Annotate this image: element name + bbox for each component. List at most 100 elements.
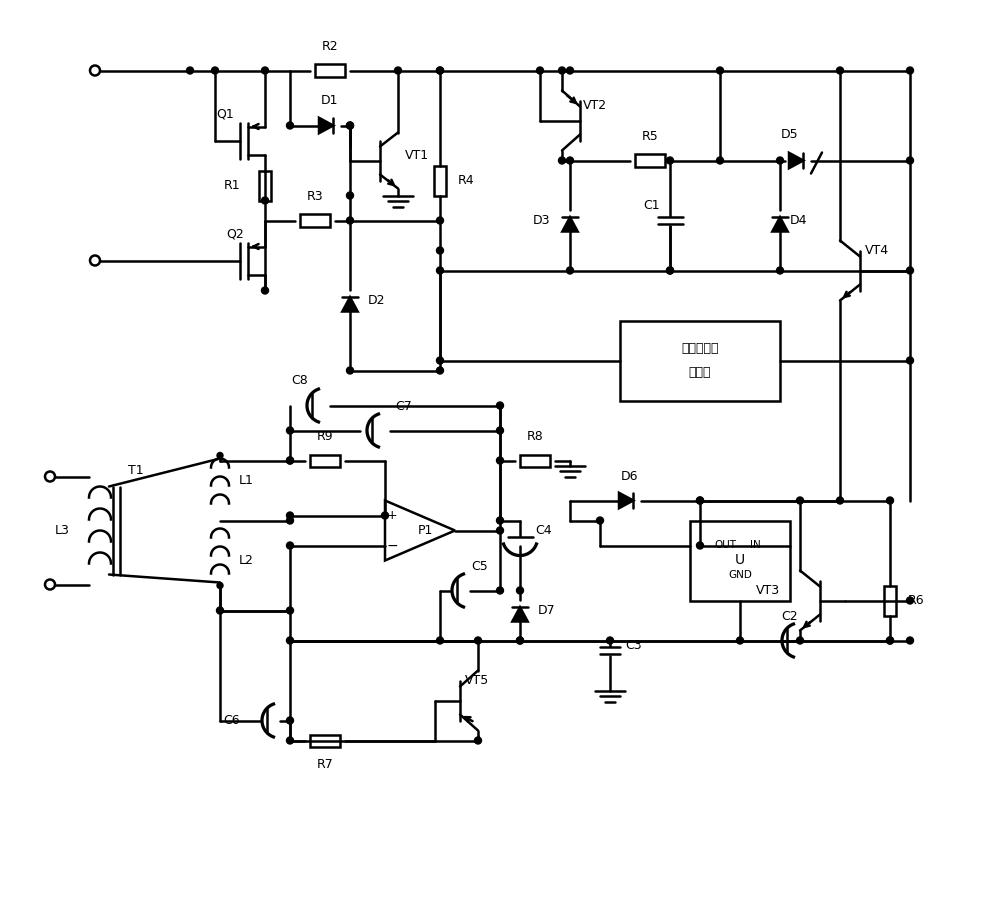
Text: +: + — [387, 509, 397, 522]
Circle shape — [906, 597, 914, 604]
Text: IN: IN — [750, 541, 760, 551]
Text: R3: R3 — [307, 189, 323, 203]
Polygon shape — [619, 493, 633, 508]
Circle shape — [394, 67, 402, 74]
Circle shape — [287, 512, 294, 519]
Circle shape — [696, 497, 704, 504]
Text: R1: R1 — [223, 179, 240, 192]
Circle shape — [496, 517, 504, 524]
Circle shape — [186, 67, 194, 74]
Circle shape — [475, 637, 482, 644]
Circle shape — [716, 157, 724, 164]
Circle shape — [287, 457, 294, 464]
Circle shape — [887, 637, 894, 644]
Circle shape — [496, 457, 504, 464]
Circle shape — [287, 427, 294, 434]
Circle shape — [906, 267, 914, 274]
Circle shape — [262, 197, 268, 204]
Circle shape — [887, 497, 894, 504]
Circle shape — [262, 67, 268, 74]
Circle shape — [736, 637, 744, 644]
Circle shape — [347, 122, 354, 129]
Text: VT2: VT2 — [583, 99, 607, 112]
Bar — [620, 321, 780, 401]
Text: P1: P1 — [417, 524, 433, 537]
Polygon shape — [512, 607, 528, 622]
Circle shape — [287, 737, 294, 744]
Text: C6: C6 — [223, 714, 240, 727]
Circle shape — [436, 247, 444, 254]
Circle shape — [287, 717, 294, 724]
Circle shape — [566, 67, 574, 74]
Circle shape — [666, 157, 674, 164]
Text: VT5: VT5 — [465, 674, 489, 687]
Text: C1: C1 — [643, 199, 660, 212]
Circle shape — [696, 542, 704, 549]
Text: D3: D3 — [532, 214, 550, 227]
Circle shape — [287, 517, 294, 524]
Text: C4: C4 — [535, 524, 552, 537]
Circle shape — [287, 607, 294, 614]
Bar — [520, 454, 550, 467]
Circle shape — [436, 637, 444, 644]
Circle shape — [906, 357, 914, 364]
Text: D6: D6 — [621, 469, 639, 483]
Circle shape — [536, 67, 544, 74]
Circle shape — [347, 367, 354, 374]
Circle shape — [716, 67, 724, 74]
Text: D2: D2 — [368, 294, 386, 307]
Circle shape — [287, 122, 294, 129]
Bar — [635, 154, 665, 167]
Circle shape — [436, 67, 444, 74]
Text: L2: L2 — [239, 554, 254, 567]
Text: R9: R9 — [317, 430, 333, 442]
Text: L3: L3 — [55, 524, 70, 537]
Circle shape — [212, 67, 218, 74]
Circle shape — [217, 583, 223, 588]
Circle shape — [906, 637, 914, 644]
Text: R2: R2 — [322, 40, 338, 52]
Text: R4: R4 — [458, 174, 475, 187]
Circle shape — [347, 192, 354, 199]
Circle shape — [436, 217, 444, 224]
Circle shape — [287, 542, 294, 549]
Bar — [300, 214, 330, 226]
Text: Q2: Q2 — [226, 227, 244, 241]
Circle shape — [516, 587, 524, 594]
Text: VT3: VT3 — [756, 584, 780, 597]
Text: C5: C5 — [472, 560, 488, 572]
Circle shape — [347, 217, 354, 224]
Text: C8: C8 — [292, 375, 308, 387]
Bar — [259, 170, 271, 201]
Bar — [310, 454, 340, 467]
Text: GND: GND — [728, 570, 752, 580]
Circle shape — [347, 122, 354, 129]
Text: U: U — [735, 553, 745, 568]
Bar — [884, 586, 896, 615]
Text: −: − — [386, 539, 398, 552]
Circle shape — [436, 67, 444, 74]
Circle shape — [496, 527, 504, 534]
Circle shape — [558, 67, 566, 74]
Circle shape — [516, 637, 524, 644]
Circle shape — [475, 737, 482, 744]
Text: Q1: Q1 — [216, 107, 234, 121]
Polygon shape — [772, 217, 788, 232]
Text: D4: D4 — [790, 214, 808, 227]
Text: T1: T1 — [128, 463, 144, 477]
Circle shape — [436, 267, 444, 274]
Polygon shape — [319, 118, 333, 133]
Bar — [690, 521, 790, 600]
Circle shape — [906, 67, 914, 74]
Text: R6: R6 — [908, 594, 925, 607]
Circle shape — [696, 497, 704, 504]
Circle shape — [496, 402, 504, 409]
Circle shape — [796, 497, 804, 504]
Circle shape — [887, 637, 894, 644]
Circle shape — [287, 637, 294, 644]
Text: R5: R5 — [642, 130, 658, 142]
Circle shape — [596, 517, 604, 524]
Polygon shape — [562, 217, 578, 232]
Circle shape — [217, 452, 223, 459]
Text: D5: D5 — [781, 128, 799, 141]
